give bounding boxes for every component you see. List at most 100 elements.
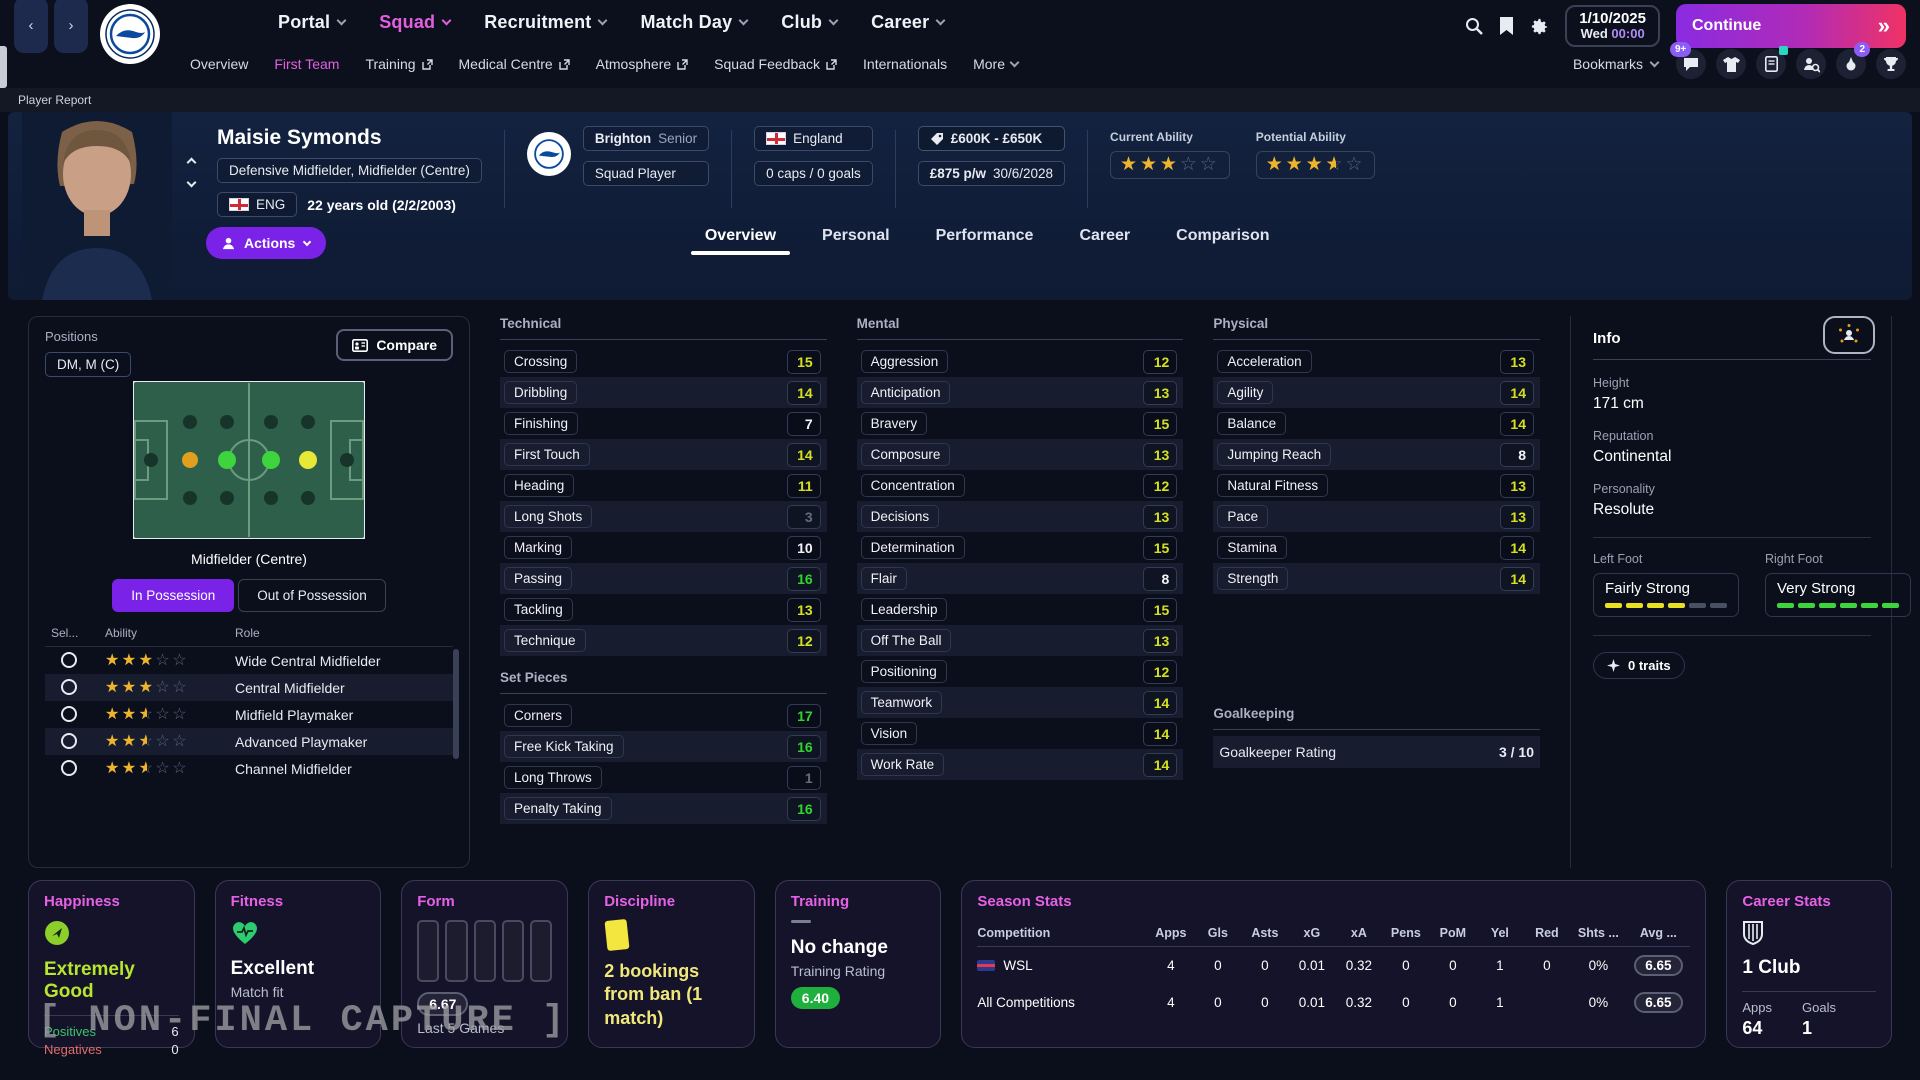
staff-meeting-button[interactable]: 2: [1836, 42, 1870, 79]
forward-button[interactable]: ›: [54, 0, 88, 53]
bookmarks-dropdown[interactable]: Bookmarks: [1573, 56, 1660, 72]
subnav-more[interactable]: More: [973, 56, 1020, 72]
relationships-button[interactable]: [1823, 316, 1875, 354]
transfer-value-chip[interactable]: £600K - £650K: [917, 126, 1066, 151]
role-row[interactable]: ★☆★☆★☆★☆★☆Midfield Playmaker: [45, 701, 453, 728]
discipline-card[interactable]: Discipline 2 bookings from ban (1 match): [588, 880, 755, 1048]
tab-career[interactable]: Career: [1079, 227, 1131, 244]
club-badge-small[interactable]: [526, 132, 571, 176]
toggle-out-of-possession[interactable]: Out of Possession: [238, 579, 386, 612]
role-row[interactable]: ★☆★☆★☆★☆★☆Wide Central Midfielder: [45, 647, 453, 674]
compare-button[interactable]: Compare: [336, 329, 453, 361]
squad-status-chip[interactable]: Squad Player: [582, 161, 710, 186]
attribute-label: Concentration: [860, 474, 965, 497]
menu-portal[interactable]: Portal: [278, 12, 347, 33]
menu-club[interactable]: Club: [781, 12, 839, 33]
attribute-label: Pace: [1217, 505, 1269, 528]
roles-scrollbar[interactable]: [453, 649, 459, 759]
role-radio[interactable]: [61, 679, 77, 695]
search-icon[interactable]: [1465, 17, 1484, 35]
bookmark-icon[interactable]: [1499, 17, 1514, 35]
club-crest-brighton[interactable]: [100, 4, 160, 64]
settings-gear-icon[interactable]: [1530, 17, 1549, 36]
stats-col-header: Avg ...: [1639, 926, 1677, 940]
career-stats-card[interactable]: Career Stats 1 Club Apps 64 Goals 1: [1726, 880, 1892, 1048]
form-card[interactable]: Form 6.67 Last 5 Games: [401, 880, 569, 1048]
role-row[interactable]: ★☆★☆★☆★☆★☆Advanced Playmaker: [45, 728, 453, 755]
menu-career[interactable]: Career: [871, 12, 946, 33]
role-radio[interactable]: [61, 706, 77, 722]
squad-shirt-button[interactable]: [1716, 49, 1746, 79]
training-card[interactable]: Training No change Training Rating 6.40: [774, 880, 942, 1048]
meeting-badge: 2: [1854, 42, 1870, 57]
stats-col-header: Shts ...: [1577, 926, 1619, 940]
tab-performance[interactable]: Performance: [935, 227, 1034, 244]
continue-button[interactable]: Continue »: [1676, 4, 1906, 48]
role-row[interactable]: ★☆★☆★☆★☆★☆Central Midfielder: [45, 674, 453, 701]
attribute-label: Work Rate: [860, 753, 945, 776]
star-icon: ★☆: [105, 652, 120, 669]
goalkeeper-rating-row: Goalkeeper Rating 3 / 10: [1213, 736, 1540, 768]
positions-panel: Positions DM, M (C) Compare: [28, 316, 470, 868]
attribute-label: Corners: [504, 704, 573, 727]
nationality-chip[interactable]: ENG: [217, 192, 298, 217]
breadcrumb-label: Player Report: [18, 93, 92, 107]
player-cycler: [186, 157, 197, 188]
subnav-atmosphere[interactable]: Atmosphere: [596, 56, 688, 72]
game-date[interactable]: 1/10/2025 Wed 00:00: [1565, 4, 1660, 48]
menu-recruitment[interactable]: Recruitment: [484, 12, 608, 33]
happiness-card[interactable]: Happiness Extremely Good Positives 6 Nega…: [28, 880, 195, 1057]
subnav-medical-centre[interactable]: Medical Centre: [459, 56, 570, 72]
happiness-title: Happiness: [44, 893, 120, 910]
nation-chip[interactable]: England: [754, 126, 873, 151]
stats-value: 0: [1261, 995, 1269, 1010]
role-radio[interactable]: [61, 652, 77, 668]
role-radio[interactable]: [61, 760, 77, 776]
tab-comparison[interactable]: Comparison: [1176, 227, 1270, 244]
attribute-row: Determination 15: [857, 532, 1184, 563]
attribute-label: Stamina: [1217, 536, 1287, 559]
scouting-button[interactable]: [1796, 49, 1826, 79]
time-value: 00:00: [1611, 26, 1645, 42]
strength-segment: [1798, 603, 1815, 608]
subnav-training[interactable]: Training: [365, 56, 433, 72]
fitness-card[interactable]: Fitness Excellent Match fit: [214, 880, 382, 1048]
role-row[interactable]: ★☆★☆★☆★☆★☆Channel Midfielder: [45, 755, 453, 782]
reports-button[interactable]: [1756, 46, 1788, 79]
attribute-row: Heading 11: [500, 470, 827, 501]
menu-match-day[interactable]: Match Day: [640, 12, 749, 33]
reputation-label: Reputation: [1593, 429, 1654, 443]
subnav-first-team[interactable]: First Team: [274, 56, 339, 72]
dot-dm-accomplished: [182, 452, 198, 468]
attribute-row: Concentration 12: [857, 470, 1184, 501]
next-player-icon[interactable]: [186, 177, 197, 188]
menu-squad[interactable]: Squad: [379, 12, 452, 33]
attribute-row: Anticipation 13: [856, 377, 1184, 408]
subnav-overview[interactable]: Overview: [190, 56, 248, 72]
stats-col-header: Yel: [1490, 926, 1509, 940]
role-select-cell: [51, 706, 105, 723]
inbox-button[interactable]: 9+: [1670, 42, 1706, 79]
stats-competition[interactable]: WSL: [977, 950, 1147, 981]
position-pitch[interactable]: [132, 380, 366, 540]
attribute-row: Teamwork 14: [856, 687, 1184, 718]
date-value: 1/10/2025: [1579, 9, 1646, 27]
stats-competition[interactable]: All Competitions: [977, 987, 1147, 1018]
attribute-value: 14: [1499, 566, 1534, 591]
subnav-internationals[interactable]: Internationals: [863, 56, 947, 72]
pinned-panel-tab[interactable]: [0, 46, 7, 88]
subnav-squad-feedback[interactable]: Squad Feedback: [714, 56, 837, 72]
role-radio[interactable]: [61, 733, 77, 749]
tab-overview[interactable]: Overview: [690, 227, 791, 259]
tab-personal[interactable]: Personal: [822, 227, 890, 244]
chevron-down-icon: [598, 15, 608, 26]
season-stats-card[interactable]: Season Stats Competition Apps Gls Asts xG xA P…: [961, 880, 1707, 1048]
previous-player-icon[interactable]: [186, 157, 197, 168]
competitions-button[interactable]: [1876, 49, 1906, 79]
traits-button[interactable]: 0 traits: [1593, 652, 1685, 679]
club-chip[interactable]: Brighton Senior: [582, 126, 710, 151]
attribute-row: Crossing 15: [500, 346, 827, 377]
actions-button[interactable]: Actions: [206, 227, 327, 259]
toggle-in-possession[interactable]: In Possession: [112, 579, 235, 612]
back-button[interactable]: ‹: [14, 0, 48, 53]
